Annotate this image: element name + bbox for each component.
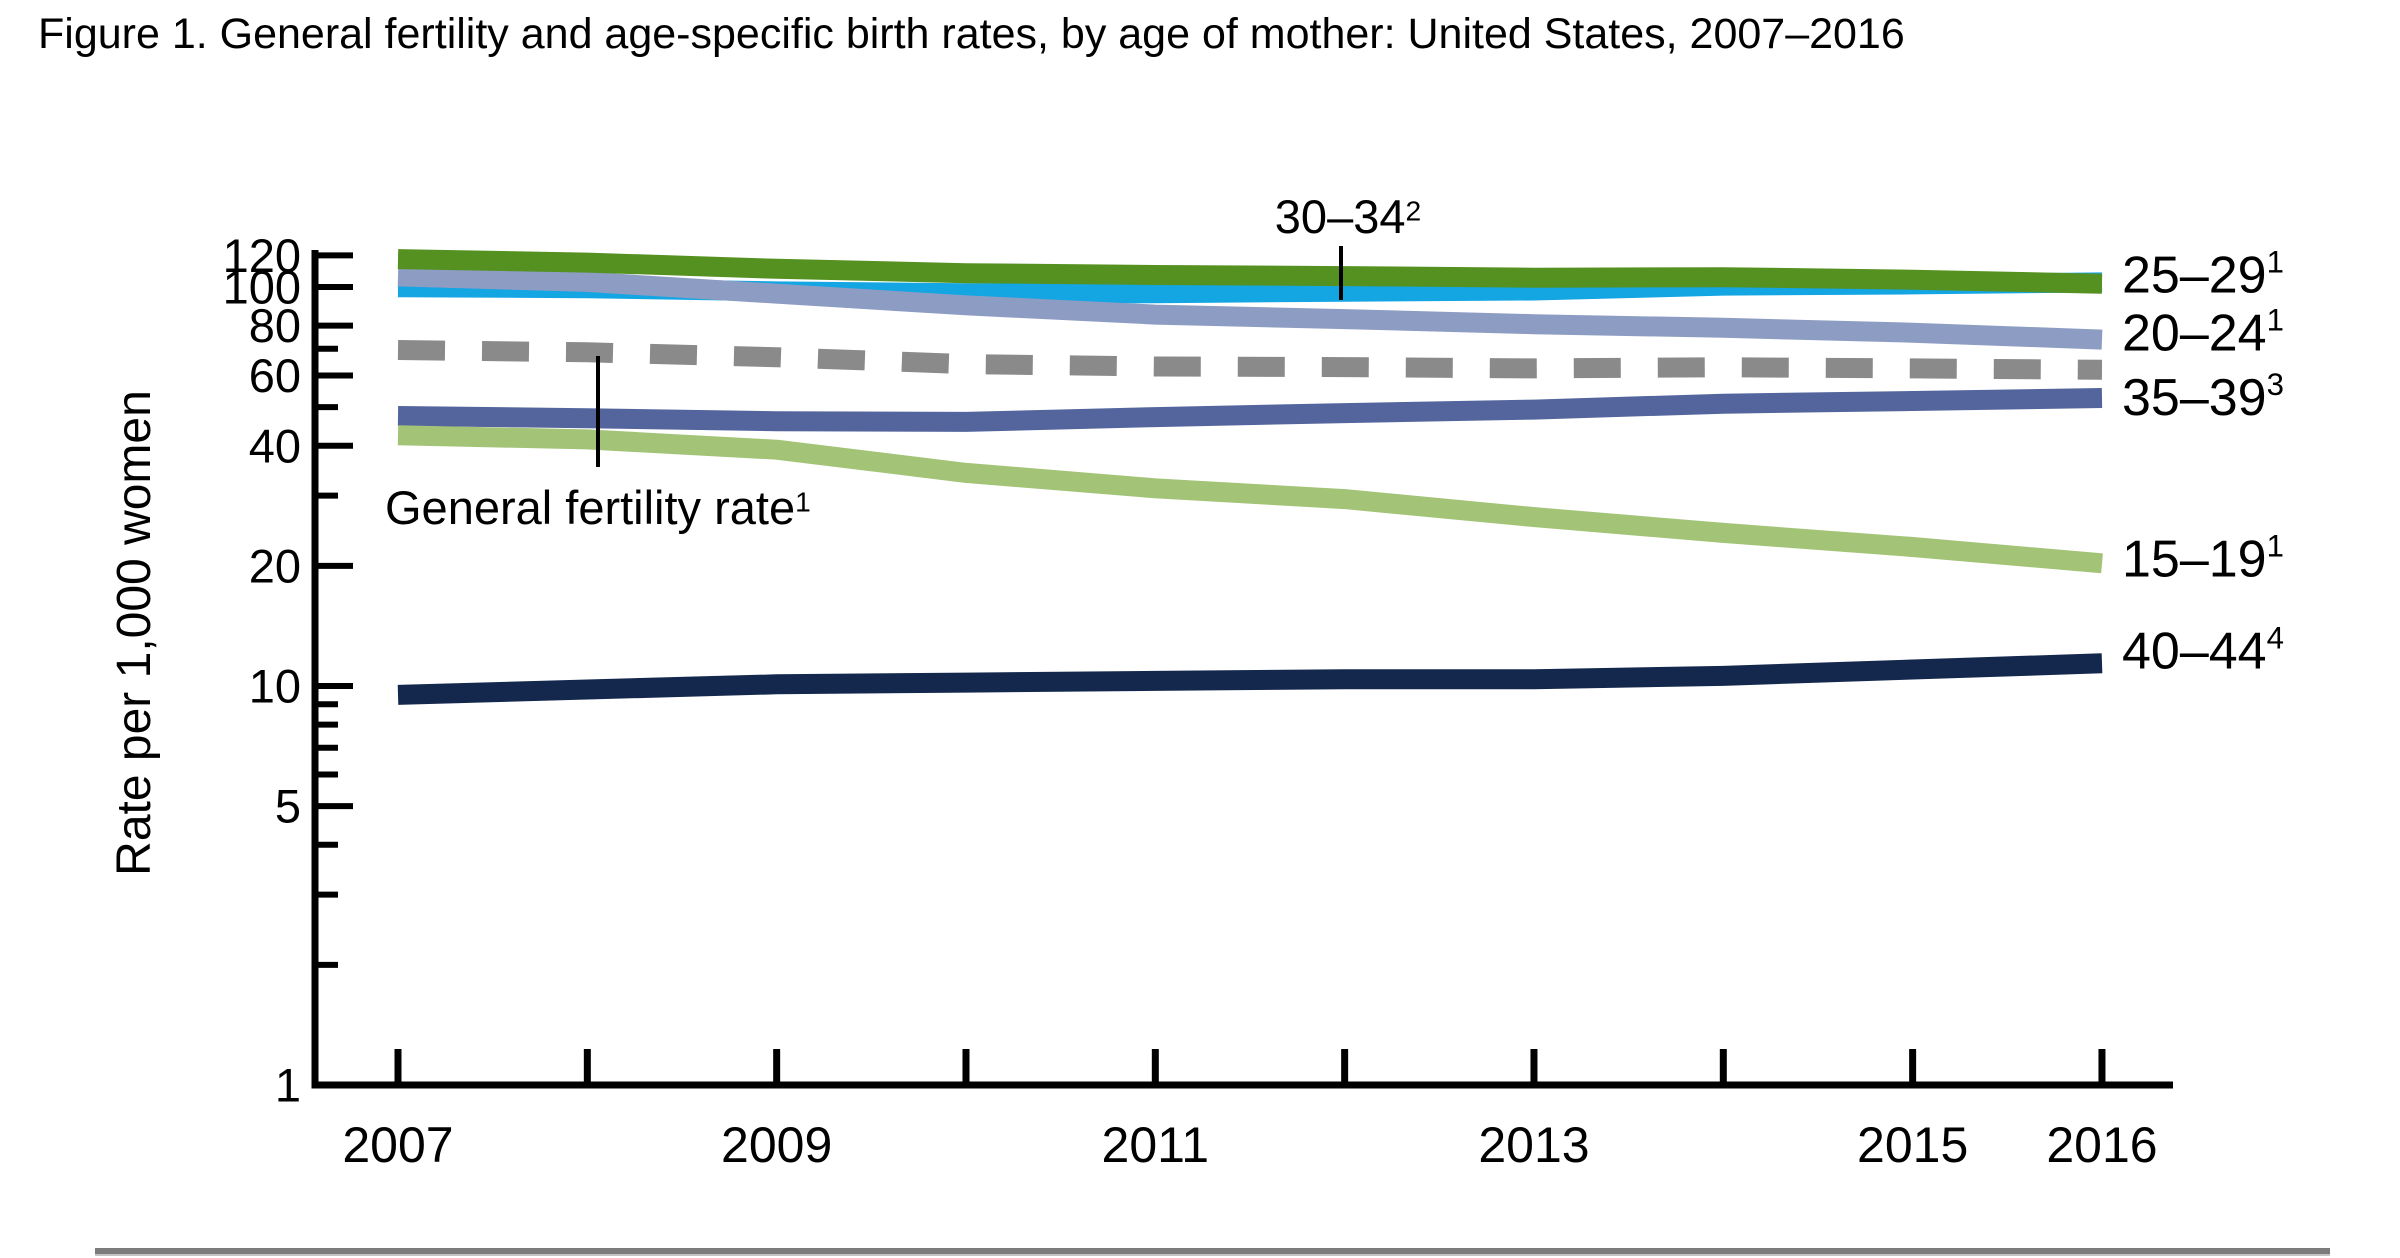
x-axis-tick-label-2016: 2016: [2046, 1117, 2157, 1173]
annotation-30-34: 30–342: [1275, 190, 1421, 243]
series-line-20-24: [397, 266, 2103, 350]
x-axis-tick-label-2007: 2007: [342, 1117, 453, 1173]
series-end-label-25-29: 25–291: [2122, 244, 2284, 305]
bottom-rule-highlight: [95, 1254, 2330, 1256]
series-line-25-29: [397, 249, 2103, 294]
y-axis-tick-label-10: 10: [249, 660, 301, 713]
x-axis-tick-label-2013: 2013: [1478, 1117, 1589, 1173]
series-end-label-35-39: 35–393: [2122, 366, 2284, 427]
series-end-label-20-24: 20–241: [2122, 302, 2284, 363]
x-axis-tick-label-2009: 2009: [721, 1117, 832, 1173]
series-end-label-40-44: 40–444: [2122, 620, 2284, 681]
y-axis-title: Rate per 1,000 women: [108, 390, 161, 876]
y-axis-tick-label-40: 40: [249, 419, 301, 472]
y-axis-tick-label-5: 5: [275, 780, 301, 833]
y-axis-tick-label-60: 60: [249, 349, 301, 402]
y-axis-tick-label-1: 1: [275, 1059, 301, 1112]
series-line-general-fertility-rate: [397, 340, 2103, 380]
bottom-rule: [95, 1248, 2330, 1254]
series-line-35-39: [397, 388, 2103, 432]
series-line-40-44: [397, 653, 2103, 705]
y-axis-tick-label-100: 100: [223, 261, 301, 314]
annotation-general-fertility-rate: General fertility rate1: [385, 481, 811, 534]
series-line-15-19: [397, 425, 2103, 574]
y-axis-tick-label-80: 80: [249, 299, 301, 352]
x-axis-tick-label-2011: 2011: [1102, 1117, 1210, 1173]
y-axis-tick-label-20: 20: [249, 539, 301, 592]
x-axis-tick-label-2015: 2015: [1857, 1117, 1968, 1173]
figure-title: Figure 1. General fertility and age-spec…: [38, 10, 1905, 58]
series-end-label-15-19: 15–191: [2122, 528, 2284, 589]
y-axis-tick-label-120: 120: [223, 229, 301, 282]
